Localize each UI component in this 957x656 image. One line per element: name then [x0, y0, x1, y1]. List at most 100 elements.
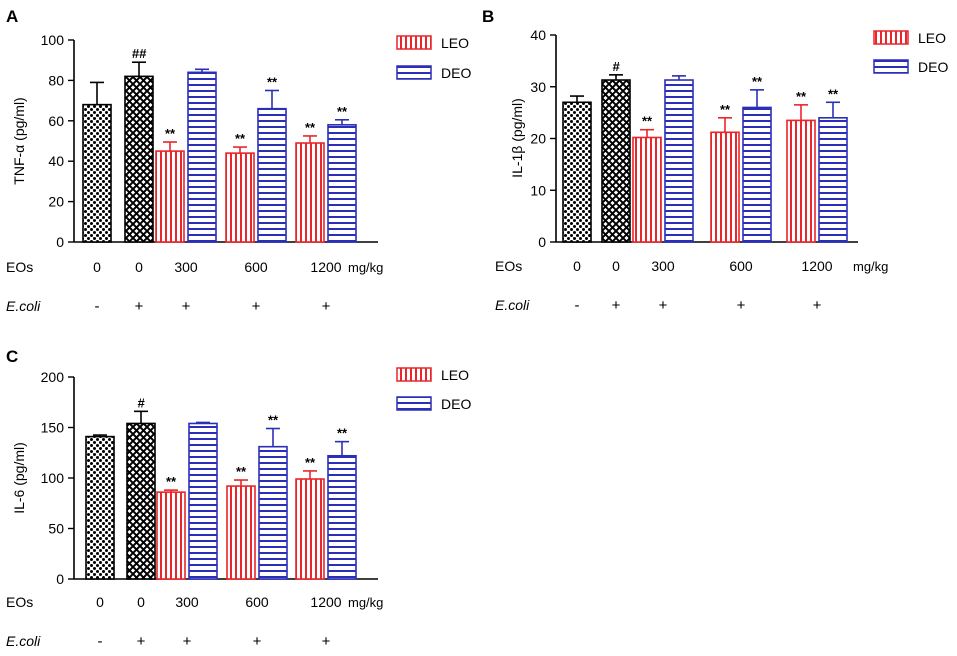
y-tick-label: 80: [48, 72, 64, 88]
bar-control-group-0: [562, 101, 592, 243]
legend-item-deo: DEO: [396, 396, 471, 412]
y-tick-label: 0: [56, 571, 64, 587]
row-label-eos: EOs: [495, 258, 522, 274]
row-label-ecoli: E.coli: [495, 297, 530, 313]
bar-leo-group-4: [295, 478, 325, 580]
row-label-ecoli: E.coli: [6, 633, 41, 649]
x-tick-label-dose: 600: [729, 258, 753, 274]
x-tick-label-ecoli: +: [252, 298, 261, 315]
legend-swatch-leo: [873, 30, 909, 45]
x-tick-label-dose: 0: [137, 594, 145, 610]
bar-deo-group-3: [257, 107, 287, 243]
legend-item-leo: LEO: [396, 35, 469, 51]
y-tick-label: 20: [48, 194, 64, 210]
bar-model-group-1: [601, 79, 631, 243]
bar-model-group-1: [124, 75, 154, 243]
significance-label: **: [720, 102, 731, 117]
x-tick-label-ecoli: +: [322, 298, 331, 315]
y-tick-label: 60: [48, 113, 64, 129]
bar-model-group-1: [126, 422, 156, 580]
legend-item-leo: LEO: [873, 30, 946, 46]
legend-label-deo: DEO: [441, 396, 471, 412]
panel-label: C: [6, 347, 18, 366]
legend-item-deo: DEO: [396, 65, 471, 81]
bar-control-group-0: [85, 435, 115, 580]
legend-swatch-deo: [873, 59, 909, 74]
significance-label: **: [267, 75, 278, 90]
significance-label: **: [642, 114, 653, 129]
x-tick-label-dose: 0: [96, 594, 104, 610]
x-tick-label-dose: 1200: [310, 594, 341, 610]
x-tick-label-dose: 0: [135, 259, 143, 275]
y-tick-label: 200: [41, 369, 65, 385]
y-tick-label: 20: [530, 131, 546, 147]
row-label-unit: mg/kg: [348, 260, 383, 275]
x-tick-label-ecoli: +: [813, 297, 822, 314]
x-tick-label-ecoli: +: [612, 297, 621, 314]
x-tick-label-ecoli: +: [322, 633, 331, 650]
row-label-ecoli: E.coli: [6, 298, 41, 314]
significance-label: **: [828, 86, 839, 101]
y-axis-label: TNF-α (pg/ml): [11, 97, 27, 184]
significance-label: **: [166, 474, 177, 489]
legend-label-leo: LEO: [441, 35, 469, 51]
x-tick-label-dose: 1200: [310, 259, 341, 275]
bar-deo-group-3: [742, 106, 772, 243]
significance-label: #: [137, 395, 145, 410]
bar-deo-group-4: [327, 124, 357, 243]
legend-label-leo: LEO: [441, 367, 469, 383]
bar-leo-group-3: [226, 485, 256, 580]
y-tick-label: 100: [41, 32, 65, 48]
x-tick-label-ecoli: -: [98, 633, 103, 650]
y-tick-label: 30: [530, 79, 546, 95]
significance-label: #: [612, 59, 620, 74]
y-tick-label: 0: [56, 234, 64, 250]
significance-label: **: [337, 104, 348, 119]
legend-swatch-deo: [396, 65, 432, 80]
y-tick-label: 150: [41, 420, 65, 436]
x-tick-label-dose: 600: [244, 259, 268, 275]
row-label-eos: EOs: [6, 259, 33, 275]
x-tick-label-dose: 300: [651, 258, 675, 274]
x-tick-label-ecoli: +: [183, 633, 192, 650]
x-tick-label-ecoli: -: [575, 297, 580, 314]
bar-marks: 0 10 20 30 40 # ** ** ** ** ** 0 - 0 +300 +600 +1200 +: [530, 27, 858, 314]
bar-marks: 0 20 40 60 80 100 ## ** ** ** ** ** 0 - 0 +300 +600 +1200…: [41, 32, 378, 315]
row-label-unit: mg/kg: [853, 259, 888, 274]
x-tick-label-dose: 300: [175, 594, 199, 610]
significance-label: **: [165, 126, 176, 141]
x-tick-label-ecoli: -: [95, 298, 100, 315]
significance-label: **: [337, 426, 348, 441]
x-tick-label-dose: 0: [93, 259, 101, 275]
bar-deo-group-2: [188, 422, 218, 580]
row-label-eos: EOs: [6, 594, 33, 610]
x-tick-label-ecoli: +: [137, 633, 146, 650]
legend-swatch-leo: [396, 367, 432, 382]
y-tick-label: 40: [530, 27, 546, 43]
bar-leo-group-2: [632, 136, 662, 243]
row-label-unit: mg/kg: [348, 595, 383, 610]
x-tick-label-dose: 600: [245, 594, 269, 610]
x-tick-label-ecoli: +: [737, 297, 746, 314]
panel-a: A TNF-α (pg/ml) EOs mg/kg E.coli LEO DEO…: [6, 7, 471, 315]
x-tick-label-ecoli: +: [182, 298, 191, 315]
bar-control-group-0: [82, 103, 112, 243]
significance-label: **: [268, 413, 279, 428]
legend-swatch-leo: [396, 35, 432, 50]
legend-item-leo: LEO: [396, 367, 469, 383]
significance-label: **: [235, 131, 246, 146]
y-tick-label: 50: [48, 521, 64, 537]
x-tick-label-dose: 1200: [801, 258, 832, 274]
significance-label: ##: [132, 46, 147, 61]
panel-label: B: [482, 7, 494, 26]
bar-leo-group-4: [295, 142, 325, 243]
legend-label-leo: LEO: [918, 30, 946, 46]
panel-label: A: [6, 7, 18, 26]
significance-label: **: [236, 464, 247, 479]
legend-label-deo: DEO: [918, 59, 948, 75]
bar-deo-group-3: [258, 445, 288, 580]
x-tick-label-ecoli: +: [659, 297, 668, 314]
bar-leo-group-2: [155, 150, 185, 243]
bar-leo-group-3: [225, 152, 255, 243]
